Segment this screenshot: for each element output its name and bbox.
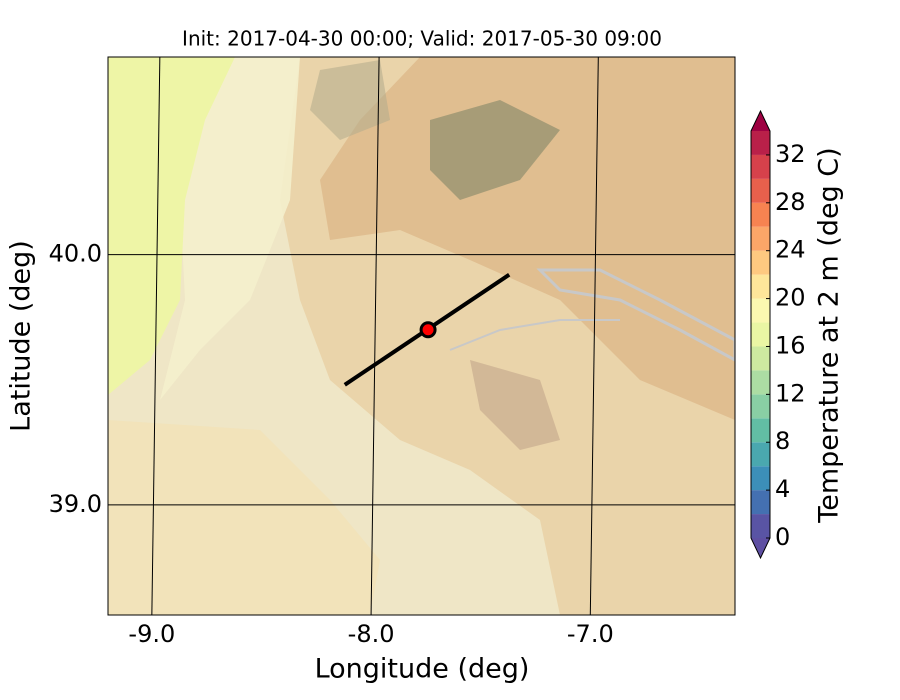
colorbar-segment [751,178,770,203]
colorbar-segment [751,418,770,443]
map-background [108,57,735,615]
x-tick-label: -8.0 [348,620,395,648]
colorbar-segment [751,514,770,538]
x-tick-label: -7.0 [567,620,614,648]
colorbar-tick-label: 20 [775,284,806,312]
colorbar-segment [751,490,770,515]
map-title: Init: 2017-04-30 00:00; Valid: 2017-05-3… [182,27,662,51]
colorbar-tick-label: 4 [775,475,790,503]
x-axis-label: Longitude (deg) [315,654,530,685]
grid-line [151,56,161,616]
grid-line [370,56,380,616]
colorbar-over [751,111,770,131]
colorbar-under [751,538,770,558]
y-tick-label: 39.0 [49,490,102,518]
colorbar-segment [751,226,770,251]
colorbar-segment [751,346,770,371]
colorbar-segment [751,131,770,155]
colorbar-label: Temperature at 2 m (deg C) [814,147,845,523]
colorbar-tick-label: 0 [775,523,790,551]
colorbar-tick-label: 16 [775,331,806,359]
colorbar-outline [750,109,771,560]
colorbar-segment [751,322,770,347]
colorbar-segment [751,250,770,275]
colorbar-tick-label: 12 [775,379,806,407]
y-tick-label: 40.0 [49,240,102,268]
x-tick-label: -9.0 [128,620,175,648]
colorbar-tick-label: 24 [775,236,806,264]
colorbar-segment [751,394,770,419]
colorbar-tick-label: 32 [775,140,806,168]
colorbar-segment [751,442,770,467]
colorbar-segment [751,154,770,179]
colorbar-segment [751,202,770,227]
grid-line [589,56,599,616]
map-frame [107,56,736,616]
colorbar-tick-label: 8 [775,427,790,455]
colorbar-tick-label: 28 [775,188,806,216]
point-marker [419,321,437,339]
colorbar-segment [751,298,770,323]
colorbar-segment [751,370,770,395]
y-axis-label: Latitude (deg) [6,240,37,432]
colorbar-segment [751,274,770,299]
colorbar-segment [751,466,770,491]
